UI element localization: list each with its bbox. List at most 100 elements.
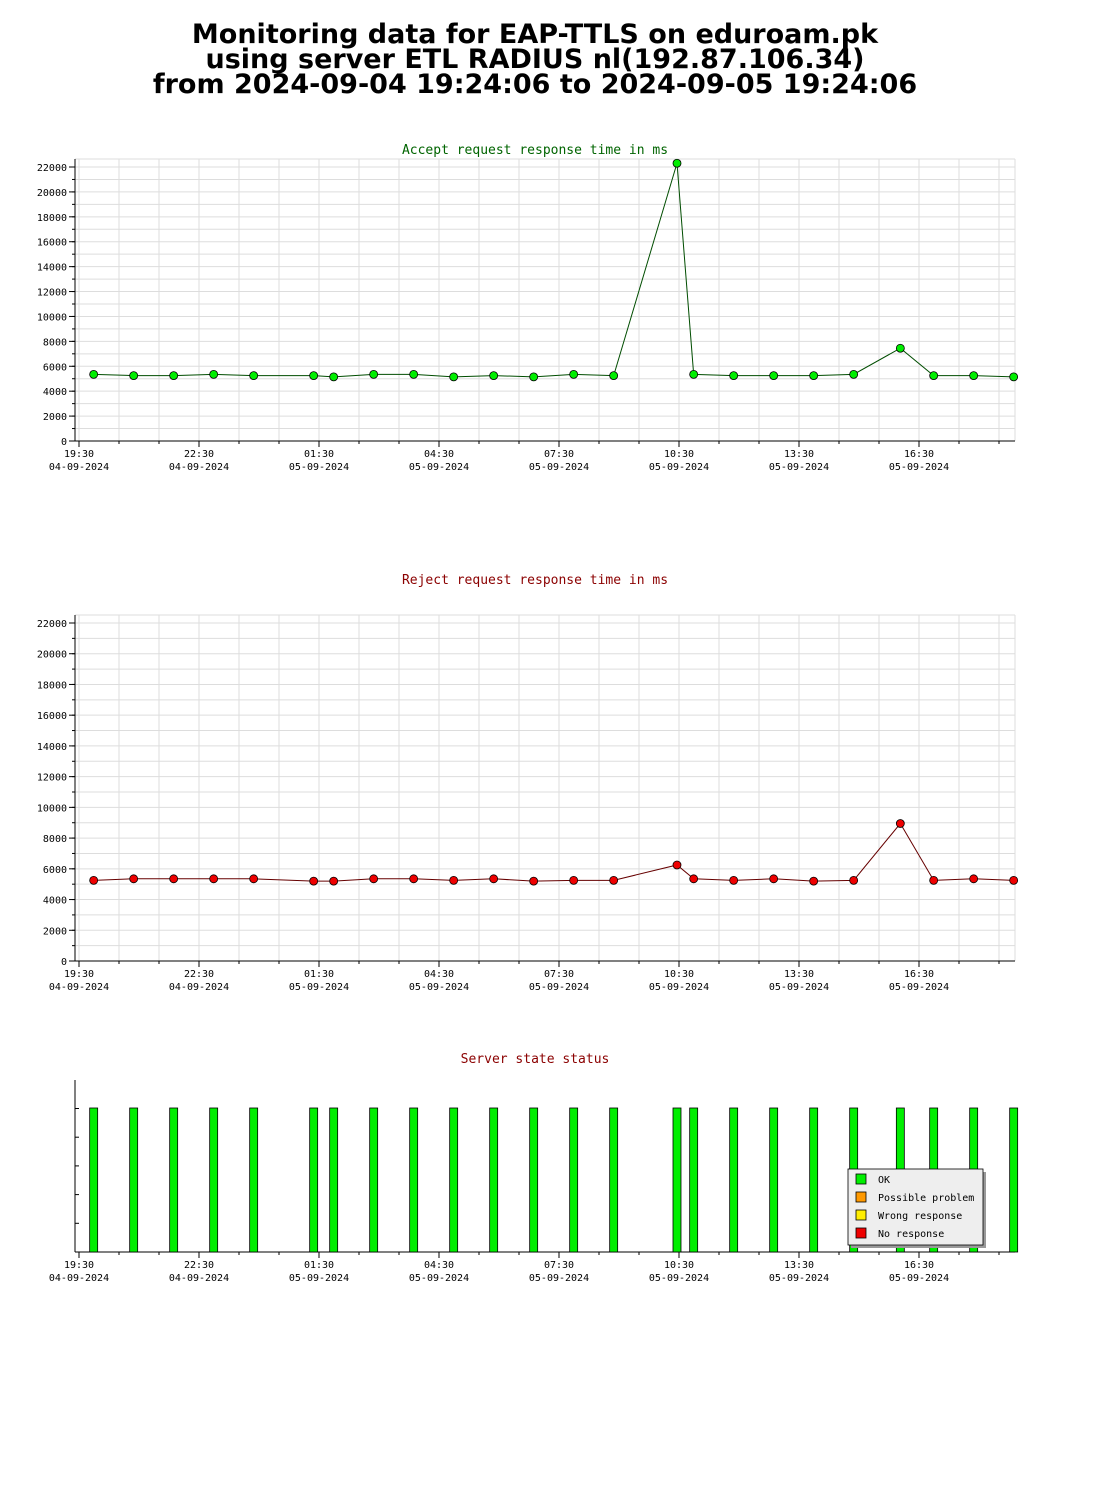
reject-data-point <box>249 874 259 884</box>
accept-data-point <box>529 372 539 382</box>
accept-data-point <box>369 369 379 379</box>
legend-label: Possible problem <box>878 1193 974 1204</box>
reject-data-point <box>369 874 379 884</box>
reject-x-tick-time: 16:30 <box>904 969 934 980</box>
accept-y-tick-label: 6000 <box>43 362 67 373</box>
status-bar <box>249 1107 259 1253</box>
accept-y-tick-label: 0 <box>61 437 67 448</box>
status-bar <box>89 1107 99 1253</box>
accept-data-point <box>609 371 619 381</box>
accept-x-tick-date: 05-09-2024 <box>289 462 349 473</box>
accept-data-point <box>209 369 219 379</box>
status-bar <box>309 1107 319 1253</box>
reject-y-tick-label: 6000 <box>43 865 67 876</box>
reject-x-tick-date: 05-09-2024 <box>289 982 349 993</box>
reject-data-point <box>929 875 939 885</box>
legend-swatch <box>855 1173 867 1185</box>
accept-x-tick-date: 04-09-2024 <box>49 462 109 473</box>
accept-data-point <box>1009 372 1019 382</box>
reject-data-point <box>895 819 905 828</box>
legend-swatch <box>855 1209 867 1221</box>
accept-x-tick-date: 05-09-2024 <box>409 462 469 473</box>
status-bar <box>809 1107 819 1253</box>
status-x-tick-date: 05-09-2024 <box>769 1273 829 1284</box>
accept-y-tick-label: 4000 <box>43 387 67 398</box>
accept-x-tick-date: 05-09-2024 <box>889 462 949 473</box>
status-bar <box>672 1107 682 1253</box>
accept-data-point <box>969 371 979 381</box>
status-bar <box>769 1107 779 1253</box>
reject-x-tick-time: 22:30 <box>184 969 214 980</box>
reject-y-tick-label: 14000 <box>37 742 67 753</box>
accept-data-point <box>489 371 499 381</box>
reject-x-tick-time: 10:30 <box>664 969 694 980</box>
reject-data-point <box>569 875 579 885</box>
reject-data-point <box>489 874 499 884</box>
status-bar <box>329 1107 339 1253</box>
accept-data-point <box>895 343 905 353</box>
reject-y-tick-label: 16000 <box>37 711 67 722</box>
reject-data-point <box>609 875 619 885</box>
reject-series-line <box>93 822 1014 882</box>
accept-x-tick-date: 04-09-2024 <box>169 462 229 473</box>
reject-y-tick-label: 12000 <box>37 773 67 784</box>
accept-y-tick-label: 12000 <box>37 288 67 299</box>
reject-data-point <box>689 874 699 884</box>
accept-data-point <box>929 371 939 381</box>
accept-x-tick-time: 22:30 <box>184 449 214 460</box>
accept-data-point <box>729 371 739 381</box>
status-bar <box>209 1107 219 1253</box>
accept-data-point <box>449 372 459 382</box>
accept-data-point <box>329 372 339 382</box>
title-line-1: Monitoring data for EAP-TTLS on eduroam.… <box>191 19 879 50</box>
accept-y-tick-label: 10000 <box>37 312 67 323</box>
server-status-chart: Server state status 19:30 04-09-2024 22:30… <box>49 1052 1019 1284</box>
status-bar <box>489 1107 499 1253</box>
legend-box <box>847 1168 984 1246</box>
title-line-2: using server ETL RADIUS nl(192.87.106.34… <box>205 44 865 75</box>
accept-y-tick-label: 14000 <box>37 263 67 274</box>
accept-chart-title: Accept request response time in ms <box>402 143 668 158</box>
accept-x-tick-time: 19:30 <box>64 449 94 460</box>
reject-data-point <box>169 874 179 884</box>
accept-data-point <box>809 371 819 381</box>
status-x-tick-date: 05-09-2024 <box>289 1273 349 1284</box>
status-bar <box>529 1107 539 1253</box>
accept-x-tick-time: 10:30 <box>664 449 694 460</box>
reject-data-point <box>1009 875 1019 885</box>
reject-y-tick-label: 4000 <box>43 896 67 907</box>
accept-data-point <box>129 371 139 381</box>
reject-data-point <box>969 874 979 884</box>
accept-y-tick-label: 18000 <box>37 213 67 224</box>
accept-x-tick-date: 05-09-2024 <box>769 462 829 473</box>
reject-data-point <box>769 874 779 884</box>
accept-y-tick-label: 22000 <box>37 163 67 174</box>
reject-x-tick-time: 07:30 <box>544 969 574 980</box>
status-bar <box>169 1107 179 1253</box>
accept-y-tick-label: 20000 <box>37 188 67 199</box>
status-x-tick-time: 04:30 <box>424 1260 454 1271</box>
reject-x-tick-date: 05-09-2024 <box>889 982 949 993</box>
reject-x-tick-date: 05-09-2024 <box>529 982 589 993</box>
reject-chart-title: Reject request response time in ms <box>402 573 668 588</box>
accept-series-line <box>93 163 1014 378</box>
accept-x-tick-date: 05-09-2024 <box>529 462 589 473</box>
status-bar <box>609 1107 619 1253</box>
legend-label: Wrong response <box>878 1211 962 1222</box>
status-bar <box>1009 1107 1019 1253</box>
reject-x-tick-date: 04-09-2024 <box>49 982 109 993</box>
reject-y-tick-label: 18000 <box>37 680 67 691</box>
reject-y-tick-label: 0 <box>61 957 67 968</box>
legend-label: OK <box>878 1175 890 1186</box>
accept-data-point <box>169 371 179 381</box>
accept-x-tick-time: 01:30 <box>304 449 334 460</box>
accept-x-tick-time: 04:30 <box>424 449 454 460</box>
accept-data-point <box>769 371 779 381</box>
accept-data-point <box>689 369 699 379</box>
status-x-tick-time: 16:30 <box>904 1260 934 1271</box>
accept-y-tick-label: 8000 <box>43 337 67 348</box>
accept-y-tick-label: 16000 <box>37 238 67 249</box>
title-line-3: from 2024-09-04 19:24:06 to 2024-09-05 1… <box>152 69 918 100</box>
reject-x-tick-time: 04:30 <box>424 969 454 980</box>
